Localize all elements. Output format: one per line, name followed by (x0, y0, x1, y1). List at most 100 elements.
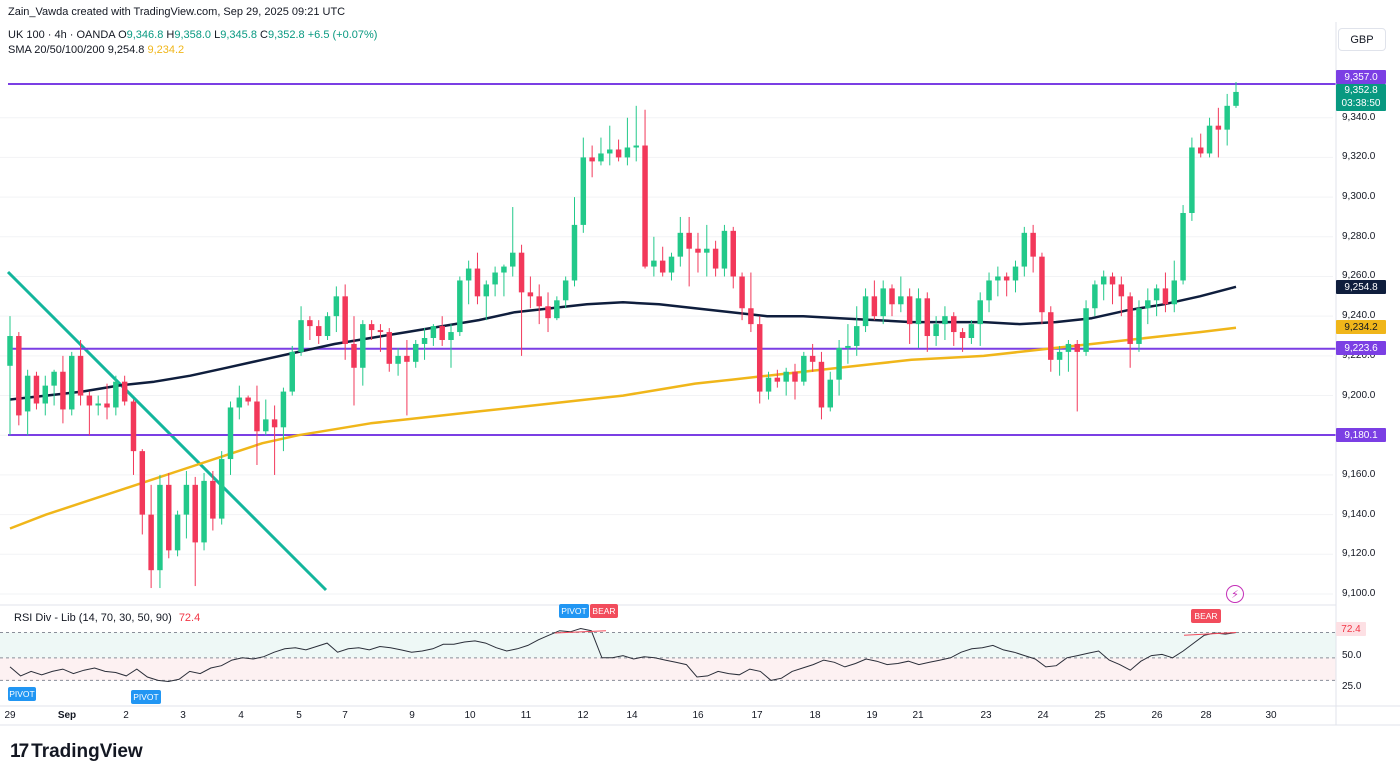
candle-body (898, 296, 904, 305)
candle-body (430, 326, 437, 339)
symbol-name[interactable]: UK 100 · 4h · OANDA (8, 29, 115, 41)
candle-body (483, 284, 490, 297)
candle (995, 266, 1001, 297)
resistance-price-label: 9,357.0 (1336, 70, 1386, 84)
candle (439, 316, 445, 346)
candle-body (218, 459, 225, 519)
candle-body (1118, 284, 1125, 297)
candle-body (951, 316, 957, 333)
price-tick: 9,140.0 (1342, 508, 1376, 520)
candle-body (1145, 300, 1151, 309)
rsi-upper-band (0, 632, 1336, 658)
time-tick: 5 (296, 710, 302, 721)
candle (959, 328, 966, 352)
candle (898, 276, 904, 313)
high-label: H (166, 29, 175, 41)
candle (1162, 272, 1169, 313)
candle-body (1083, 308, 1089, 352)
candle-body (995, 276, 1001, 281)
time-tick: 7 (342, 710, 348, 721)
low-label: L (214, 29, 221, 41)
candle-body (51, 371, 57, 386)
candle (906, 288, 913, 344)
candle (942, 306, 948, 340)
candle (1092, 280, 1098, 317)
candle (236, 385, 243, 420)
candle (315, 320, 322, 344)
candle (368, 320, 375, 340)
sma-label[interactable]: SMA 20/50/100/200 (8, 44, 105, 56)
candle (360, 320, 366, 386)
currency-button[interactable]: GBP (1338, 28, 1386, 51)
candle (245, 395, 251, 406)
candle-body (492, 272, 498, 285)
candle (404, 339, 410, 416)
time-tick: 9 (409, 710, 415, 721)
candle-body (730, 230, 736, 277)
candle (448, 324, 454, 368)
candle (130, 399, 137, 475)
sma-gold-price-label: 9,234.2 (1336, 320, 1386, 334)
candle-body (1092, 284, 1098, 309)
rsi-tick-25: 25.0 (1342, 681, 1362, 692)
rsi-legend[interactable]: RSI Div - Lib (14, 70, 30, 50, 90) 72.4 (14, 612, 200, 624)
candle (862, 288, 869, 333)
candle (60, 355, 66, 424)
candle (1030, 224, 1036, 273)
candle-body (1171, 280, 1177, 305)
candle-body (42, 385, 49, 404)
candle-body (377, 330, 384, 333)
candle (633, 105, 639, 162)
rsi-title[interactable]: RSI Div - Lib (14, 70, 30, 50, 90) (14, 612, 172, 624)
candle-body (439, 326, 445, 340)
candle-body (501, 266, 507, 273)
price-tick: 9,320.0 (1342, 151, 1376, 163)
candle (121, 375, 128, 406)
candle (704, 224, 710, 277)
candle (42, 375, 49, 416)
candle-body (1021, 232, 1028, 267)
time-tick: 24 (1037, 710, 1049, 721)
candle (562, 276, 569, 309)
candle (845, 324, 851, 364)
lightning-icon[interactable]: ⚡ (1226, 585, 1244, 603)
tradingview-logo[interactable]: 17 TradingView (10, 741, 143, 763)
candle (113, 375, 119, 416)
chart-credit: Zain_Vawda created with TradingView.com,… (8, 6, 346, 18)
candle-body (959, 332, 966, 339)
candle (16, 332, 22, 426)
time-tick: Sep (57, 710, 77, 721)
candle (51, 369, 57, 406)
candle (651, 236, 657, 277)
sma-legend[interactable]: SMA 20/50/100/200 9,254.8 9,234.2 (8, 44, 184, 56)
candle (1171, 260, 1177, 313)
frame (0, 22, 1400, 726)
candle-body (510, 252, 516, 267)
candle-body (1189, 147, 1195, 213)
candle (192, 476, 198, 587)
sma-lines (9, 285, 1237, 530)
candle (933, 316, 939, 346)
price-tick: 9,100.0 (1342, 588, 1376, 599)
candle-body (739, 276, 745, 309)
ohlc-legend[interactable]: UK 100 · 4h · OANDA O9,346.8 H9,358.0 L9… (8, 29, 377, 41)
candle-body (236, 397, 243, 408)
candle (642, 109, 648, 269)
candle-body (1056, 351, 1063, 360)
candle-body (589, 157, 595, 162)
candle-body (1206, 125, 1213, 154)
candle-body (271, 419, 278, 428)
candle (536, 284, 542, 325)
candle-body (836, 347, 842, 380)
candle (748, 272, 754, 333)
candle-body (210, 480, 216, 519)
candle (968, 320, 975, 344)
time-tick: 23 (980, 710, 992, 721)
trendline-drawing[interactable] (6, 270, 328, 592)
candle-body (862, 296, 869, 327)
level-mid-price-label: 9,223.6 (1336, 341, 1386, 355)
candle (1021, 226, 1028, 277)
time-tick: 2 (123, 710, 129, 721)
candle-body (765, 377, 772, 392)
